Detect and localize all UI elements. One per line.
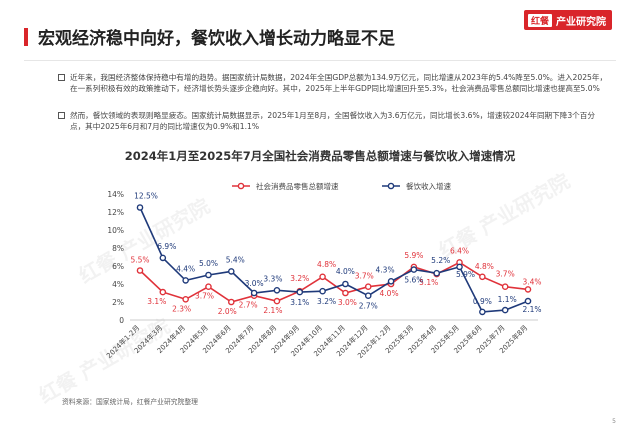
y-tick-label: 6%	[112, 262, 124, 271]
data-label: 3.1%	[290, 298, 309, 307]
data-point	[319, 273, 326, 281]
brand-logo: 红餐 产业研究院	[523, 10, 612, 30]
chart-title: 2024年1月至2025年7月全国社会消费品零售总额增速与餐饮收入增速情况	[124, 149, 516, 163]
data-point	[524, 286, 532, 293]
data-label: 6.9%	[157, 242, 176, 251]
data-point	[342, 289, 349, 297]
page-number: 5	[612, 418, 616, 425]
logo-text: 产业研究院	[556, 16, 606, 28]
data-label: 0.9%	[473, 297, 492, 306]
data-point	[410, 266, 418, 273]
data-label: 3.2%	[317, 297, 336, 306]
data-label: 4.4%	[176, 264, 195, 273]
data-point	[182, 295, 189, 303]
data-label: 3.7%	[355, 272, 374, 281]
y-tick-label: 10%	[107, 226, 124, 235]
y-tick-label: 14%	[107, 190, 124, 199]
y-tick-label: 4%	[112, 280, 124, 289]
data-point	[273, 297, 281, 305]
data-label: 1.1%	[498, 295, 517, 304]
legend-label: 社会消费品零售总额增速	[256, 181, 339, 191]
title-accent-bar	[24, 28, 28, 46]
data-label: 12.5%	[134, 192, 158, 201]
paragraph-catering: 然而，餐饮领域的表现则略显疲态。国家统计局数据显示，2025年1月至8月，全国餐…	[58, 110, 610, 132]
data-point	[501, 283, 509, 291]
header-divider	[24, 60, 616, 61]
data-label: 2.1%	[522, 305, 541, 314]
data-label: 6.4%	[450, 246, 469, 255]
data-point	[501, 306, 509, 314]
legend-marker	[387, 182, 395, 190]
data-point	[159, 254, 167, 262]
data-label: 3.7%	[496, 270, 515, 279]
data-point	[250, 289, 258, 297]
data-label: 5.0%	[199, 259, 218, 268]
data-label: 2.1%	[263, 306, 282, 315]
y-tick-label: 0	[119, 316, 124, 325]
data-point	[456, 263, 463, 271]
data-label: 5.4%	[226, 255, 245, 264]
data-label: 4.0%	[336, 267, 355, 276]
data-point	[479, 308, 486, 316]
data-point	[364, 283, 372, 291]
data-label: 3.4%	[522, 277, 541, 286]
data-point	[159, 288, 167, 296]
data-label: 2.7%	[239, 301, 258, 310]
data-point	[227, 268, 235, 275]
data-label: 5.6%	[404, 276, 423, 285]
page-title: 宏观经济稳中向好，餐饮收入增长动力略显不足	[38, 29, 395, 49]
logo-mark: 红餐	[527, 13, 552, 27]
data-label: 5.9%	[456, 270, 475, 279]
legend-label: 餐饮收入增速	[406, 181, 451, 191]
data-label: 5.2%	[431, 256, 450, 265]
y-tick-label: 8%	[112, 244, 124, 253]
data-label: 2.3%	[172, 304, 191, 313]
data-point	[273, 286, 281, 294]
data-point	[433, 269, 441, 277]
data-label: 4.0%	[380, 289, 399, 298]
data-point	[296, 288, 304, 296]
data-label: 3.0%	[245, 279, 264, 288]
y-tick-label: 2%	[112, 298, 124, 307]
x-tick-label: 2024年1-2月	[104, 323, 141, 360]
data-label: 2.7%	[359, 302, 378, 311]
data-label: 2.0%	[218, 307, 237, 316]
data-label: 4.8%	[317, 260, 336, 269]
data-point	[136, 267, 144, 274]
legend-marker	[237, 182, 245, 190]
data-point	[387, 277, 395, 285]
data-point	[342, 280, 349, 288]
square-bullet-icon	[58, 112, 65, 119]
data-point	[319, 287, 326, 295]
header: 宏观经济稳中向好，餐饮收入增长动力略显不足 红餐 产业研究院	[0, 0, 640, 62]
data-point	[479, 273, 486, 281]
data-point	[136, 204, 144, 211]
data-point	[524, 297, 532, 305]
data-label: 3.7%	[195, 292, 214, 301]
data-point	[227, 298, 235, 306]
data-point	[364, 292, 372, 300]
data-label: 5.5%	[130, 256, 149, 265]
paragraph-macro: 近年来，我国经济整体保持稳中有增的趋势。据国家统计局数据，2024年全国GDP总…	[58, 72, 610, 94]
data-point	[205, 283, 212, 291]
data-label: 3.2%	[290, 274, 309, 283]
paragraph-text: 近年来，我国经济整体保持稳中有增的趋势。据国家统计局数据，2024年全国GDP总…	[70, 73, 608, 93]
paragraph-text: 然而，餐饮领域的表现则略显疲态。国家统计局数据显示，2025年1月至8月，全国餐…	[70, 111, 595, 131]
square-bullet-icon	[58, 74, 65, 81]
data-label: 3.0%	[338, 298, 357, 307]
data-label: 4.3%	[376, 265, 395, 274]
data-point	[182, 277, 189, 284]
data-label: 3.3%	[263, 274, 282, 283]
series-line	[139, 207, 529, 313]
source-note: 资料来源：国家统计局，红餐产业研究院整理	[62, 398, 198, 406]
y-tick-label: 12%	[107, 208, 124, 217]
data-label: 5.1%	[419, 278, 438, 287]
data-label: 3.1%	[147, 297, 166, 306]
data-label: 4.8%	[475, 262, 494, 271]
series-line	[139, 261, 529, 303]
data-label: 5.9%	[404, 251, 423, 260]
data-point	[205, 271, 212, 279]
